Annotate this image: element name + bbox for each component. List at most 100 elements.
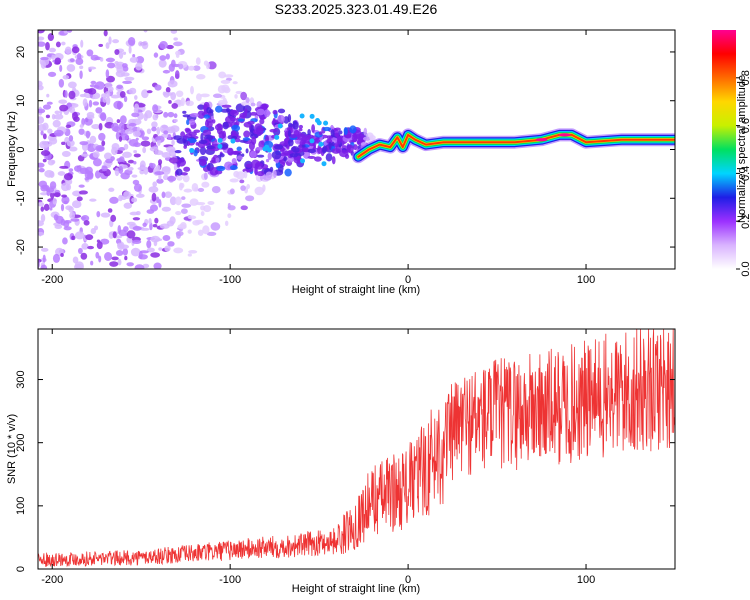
colorbar-tick-label: 0.8 <box>740 70 750 85</box>
spectral-speck <box>190 85 194 95</box>
spectral-speck <box>123 202 133 209</box>
spectral-peak <box>300 158 306 164</box>
spectral-speck <box>113 125 120 133</box>
spectral-peak <box>230 138 236 144</box>
spectral-speck <box>234 94 238 99</box>
spectral-speck <box>103 152 112 160</box>
spectral-speck <box>224 115 235 124</box>
spectral-speck <box>67 81 77 89</box>
spectral-speck <box>181 196 186 201</box>
spectral-speck <box>53 192 61 198</box>
spectral-speck <box>307 148 316 154</box>
spectral-speck <box>247 120 255 125</box>
spectral-speck <box>140 140 151 147</box>
spectral-speck <box>117 258 122 266</box>
spectral-peak <box>217 137 223 143</box>
spectral-speck <box>54 110 60 115</box>
spectral-speck <box>78 184 85 188</box>
spectral-speck <box>339 149 349 158</box>
spectral-speck <box>173 118 178 123</box>
spectral-speck <box>123 190 132 200</box>
spectral-speck <box>229 165 238 171</box>
spectral-speck <box>272 109 278 115</box>
spectral-speck <box>148 218 152 225</box>
spectral-speck <box>101 140 106 147</box>
spectral-speck <box>163 111 169 118</box>
spectral-speck <box>211 185 221 194</box>
spectral-speck <box>118 136 123 142</box>
spectral-speck <box>154 171 165 176</box>
spectral-speck <box>47 159 55 166</box>
spectral-speck <box>118 166 124 174</box>
spectral-speck <box>229 178 239 183</box>
spectral-speck <box>132 217 141 221</box>
spectral-speck <box>79 93 87 98</box>
spectral-speck <box>133 153 141 158</box>
spectral-speck <box>71 46 80 54</box>
spectral-speck <box>134 264 145 269</box>
spectral-speck <box>166 44 174 50</box>
spectral-speck <box>331 141 335 147</box>
spectral-speck <box>253 129 259 135</box>
spectral-speck <box>43 203 50 211</box>
spectral-speck <box>284 168 292 177</box>
spectral-speck <box>38 220 44 227</box>
spectral-speck <box>153 52 159 58</box>
spectral-speck <box>131 197 138 203</box>
x-tick-label: 0 <box>405 274 411 286</box>
spectral-speck <box>184 127 191 132</box>
ridge-peak <box>535 138 548 142</box>
spectral-speck <box>174 149 182 154</box>
spectral-speck <box>99 238 110 245</box>
spectral-speck <box>162 91 167 96</box>
spectral-speck <box>135 55 145 64</box>
spectral-speck <box>47 128 53 134</box>
colorbar-tick-label: 0.0 <box>740 261 750 276</box>
spectral-speck <box>271 150 282 160</box>
spectral-speck <box>231 158 237 165</box>
spectral-speck <box>59 165 69 169</box>
spectral-speck <box>114 61 119 65</box>
spectral-speck <box>114 49 120 55</box>
spectral-speck <box>173 164 178 171</box>
spectral-speck <box>124 128 134 135</box>
spectral-speck <box>58 78 65 88</box>
colorbar: 0.0 0.2 0.4 0.6 0.8 Normalized spectral ampl… <box>712 30 750 277</box>
spectral-speck <box>298 143 303 151</box>
spectral-speck <box>87 245 94 250</box>
spectral-speck <box>215 157 220 163</box>
spectral-speck <box>250 111 258 116</box>
spectral-speck <box>55 41 61 48</box>
spectral-peak <box>309 113 315 119</box>
spectral-speck <box>122 151 133 158</box>
spectral-peak <box>274 134 280 140</box>
spectral-speck <box>165 53 170 60</box>
spectral-speck <box>167 111 175 118</box>
spectral-speck <box>355 133 365 140</box>
spectral-speck <box>60 253 64 257</box>
spectral-speck <box>40 264 48 269</box>
spectral-speck <box>42 104 52 110</box>
spectral-speck <box>104 252 113 261</box>
spectral-speck <box>46 93 50 98</box>
y-tick-label: -20 <box>15 239 27 255</box>
spectral-speck <box>218 71 227 79</box>
spectral-speck <box>154 150 164 156</box>
spectral-speck <box>283 155 288 162</box>
spectral-speck <box>133 149 138 154</box>
spectral-speck <box>105 158 114 164</box>
spectral-speck <box>91 123 101 130</box>
x-tick-label: -100 <box>219 574 241 586</box>
spectral-speck <box>287 139 294 147</box>
spectral-speck <box>167 175 177 182</box>
spectral-speck <box>42 254 46 263</box>
spectral-speck <box>175 70 180 79</box>
spectral-speck <box>165 126 176 134</box>
spectral-speck <box>182 114 190 118</box>
spectral-speck <box>182 174 190 183</box>
spectral-speck <box>210 222 221 231</box>
spectral-speck <box>138 41 143 47</box>
spectral-speck <box>188 65 195 71</box>
spectral-speck <box>181 203 192 208</box>
